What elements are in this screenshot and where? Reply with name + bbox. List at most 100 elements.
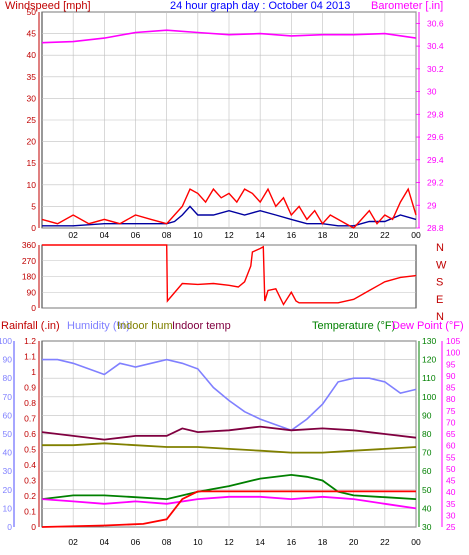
indoor-temp-legend: Indoor temp: [172, 320, 231, 332]
dewpoint-tick-label: 80: [446, 394, 456, 404]
temperature-tick-label: 130: [422, 336, 436, 346]
temperature-tick-label: 110: [422, 373, 436, 383]
temp-x-tick-label: 22: [380, 537, 390, 547]
wind-x-tick-label: 00: [411, 230, 421, 240]
dewpoint-tick-label: 30: [446, 510, 456, 520]
temp-panel-series: [41, 358, 417, 528]
temp-x-tick-label: 20: [349, 537, 359, 547]
indoor-temp-line: [41, 425, 417, 441]
direction-tick-label: 180: [22, 272, 36, 282]
barometer-tick-label: 30: [427, 87, 437, 97]
dewpoint-tick-label: 50: [446, 464, 456, 474]
dewpoint-legend: Dew Point (°F): [392, 320, 464, 332]
wind-x-tick-label: 10: [193, 230, 203, 240]
wind-tick-label: 0: [31, 223, 36, 233]
wind-panel-grid: [41, 11, 417, 229]
dewpoint-tick-label: 95: [446, 359, 456, 369]
dewpoint-tick-label: 55: [446, 452, 456, 462]
humidity-line: [42, 358, 417, 432]
rainfall-tick-label: 0.8: [24, 398, 36, 408]
wind-tick-label: 45: [27, 29, 37, 39]
dewpoint-tick-label: 85: [446, 383, 456, 393]
wind-tick-label: 40: [27, 50, 37, 60]
dewpoint-tick-label: 35: [446, 499, 456, 509]
dewpoint-tick-label: 100: [446, 348, 460, 358]
dewpoint-tick-label: 75: [446, 406, 456, 416]
wind-x-tick-label: 16: [287, 230, 297, 240]
compass-label: S: [436, 277, 443, 289]
temp-x-tick-label: 04: [100, 537, 110, 547]
direction-tick-label: 270: [22, 256, 36, 266]
temp-x-tick-label: 10: [193, 537, 203, 547]
rainfall-tick-label: 0.4: [24, 460, 36, 470]
wind-tick-label: 15: [27, 158, 37, 168]
wind-x-tick-label: 12: [224, 230, 234, 240]
temperature-tick-label: 120: [422, 355, 436, 365]
humidity-tick-label: 20: [3, 485, 13, 495]
dewpoint-tick-label: 40: [446, 487, 456, 497]
humidity-tick-label: 100: [0, 336, 12, 346]
humidity-tick-label: 90: [3, 355, 13, 365]
humidity-tick-label: 80: [3, 373, 13, 383]
barometer-tick-label: 30.4: [427, 41, 444, 51]
wind-x-tick-label: 18: [318, 230, 328, 240]
direction-tick-label: 0: [31, 303, 36, 313]
wind-x-tick-label: 06: [131, 230, 141, 240]
wind-x-tick-label: 02: [68, 230, 78, 240]
temp-panel-grid: [41, 340, 417, 528]
temp-x-tick-label: 08: [162, 537, 172, 547]
wind-direction-line: [42, 244, 417, 306]
barometer-tick-label: 29.8: [427, 109, 444, 119]
humidity-tick-label: 50: [3, 429, 13, 439]
rainfall-tick-label: 0.5: [24, 445, 36, 455]
compass-label: E: [436, 294, 443, 306]
rainfall-tick-label: 0.1: [24, 507, 36, 517]
wind-x-tick-label: 22: [380, 230, 390, 240]
dewpoint-line: [41, 495, 417, 510]
temperature-line: [41, 473, 417, 501]
dewpoint-tick-label: 65: [446, 429, 456, 439]
temperature-tick-label: 100: [422, 392, 436, 402]
temp-x-tick-label: 18: [318, 537, 328, 547]
temperature-tick-label: 50: [422, 485, 432, 495]
rainfall-tick-label: 1: [31, 367, 36, 377]
temperature-legend: Temperature (°F): [312, 320, 396, 332]
wind-tick-label: 10: [27, 180, 37, 190]
dewpoint-tick-label: 90: [446, 371, 456, 381]
humidity-tick-label: 30: [3, 466, 13, 476]
barometer-tick-label: 30.6: [427, 18, 444, 28]
temp-x-tick-label: 02: [68, 537, 78, 547]
compass-label: N: [436, 242, 444, 254]
temp-x-tick-label: 12: [224, 537, 234, 547]
windspeed-line: [41, 187, 417, 229]
windspeed-axis-label: Windspeed [mph]: [5, 0, 91, 12]
humidity-tick-label: 40: [3, 448, 13, 458]
wind-x-tick-label: 14: [255, 230, 265, 240]
humidity-legend: Humidity (%): [67, 320, 130, 332]
temperature-tick-label: 80: [422, 429, 432, 439]
barometer-tick-label: 29: [427, 200, 437, 210]
dewpoint-tick-label: 70: [446, 417, 456, 427]
barometer-axis-label: Barometer [.in]: [371, 0, 444, 12]
wind-average-line: [42, 205, 417, 227]
wind-x-tick-label: 20: [349, 230, 359, 240]
barometer-tick-label: 30.2: [427, 64, 444, 74]
humidity-tick-label: 10: [3, 503, 13, 513]
chart-title: 24 hour graph day : October 04 2013: [170, 0, 351, 12]
temperature-tick-label: 70: [422, 448, 432, 458]
temp-x-tick-label: 00: [411, 537, 421, 547]
wind-tick-label: 20: [27, 137, 37, 147]
dewpoint-tick-label: 105: [446, 336, 460, 346]
wind-panel-axes: 0 5 10 15 20 25 30 35 40 45 50 28.8 29 29.2 29.4 29.6 29…: [27, 7, 444, 240]
humidity-tick-label: 0: [7, 522, 12, 532]
humidity-tick-label: 60: [3, 410, 13, 420]
rainfall-tick-label: 1.2: [24, 336, 36, 346]
rainfall-tick-label: 0.6: [24, 429, 36, 439]
barometer-tick-label: 29.6: [427, 132, 444, 142]
dewpoint-tick-label: 25: [446, 522, 456, 532]
direction-panel-grid: [41, 244, 417, 309]
rainfall-tick-label: 0.2: [24, 491, 36, 501]
compass-label: N: [436, 311, 444, 323]
